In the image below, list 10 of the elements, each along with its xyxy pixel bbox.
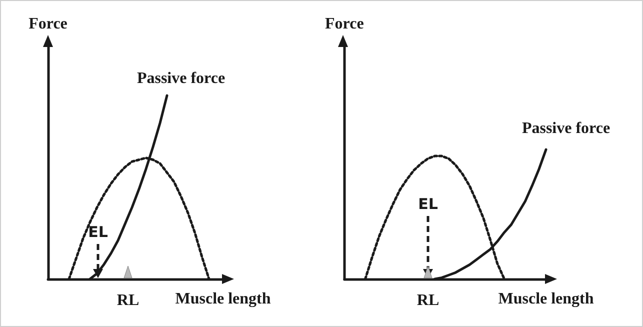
text: RL	[416, 292, 440, 310]
annotation: EL	[418, 195, 438, 213]
series-label: Passive force	[522, 120, 610, 138]
x-axis-title: Muscle length	[498, 290, 594, 308]
y-axis-title: Force	[28, 16, 68, 32]
annotation: EL	[88, 223, 108, 241]
x-axis-title: Muscle length	[175, 290, 271, 308]
text: RL	[116, 292, 140, 310]
y-axis-title: Force	[324, 16, 364, 32]
series-label: Passive force	[136, 70, 226, 88]
